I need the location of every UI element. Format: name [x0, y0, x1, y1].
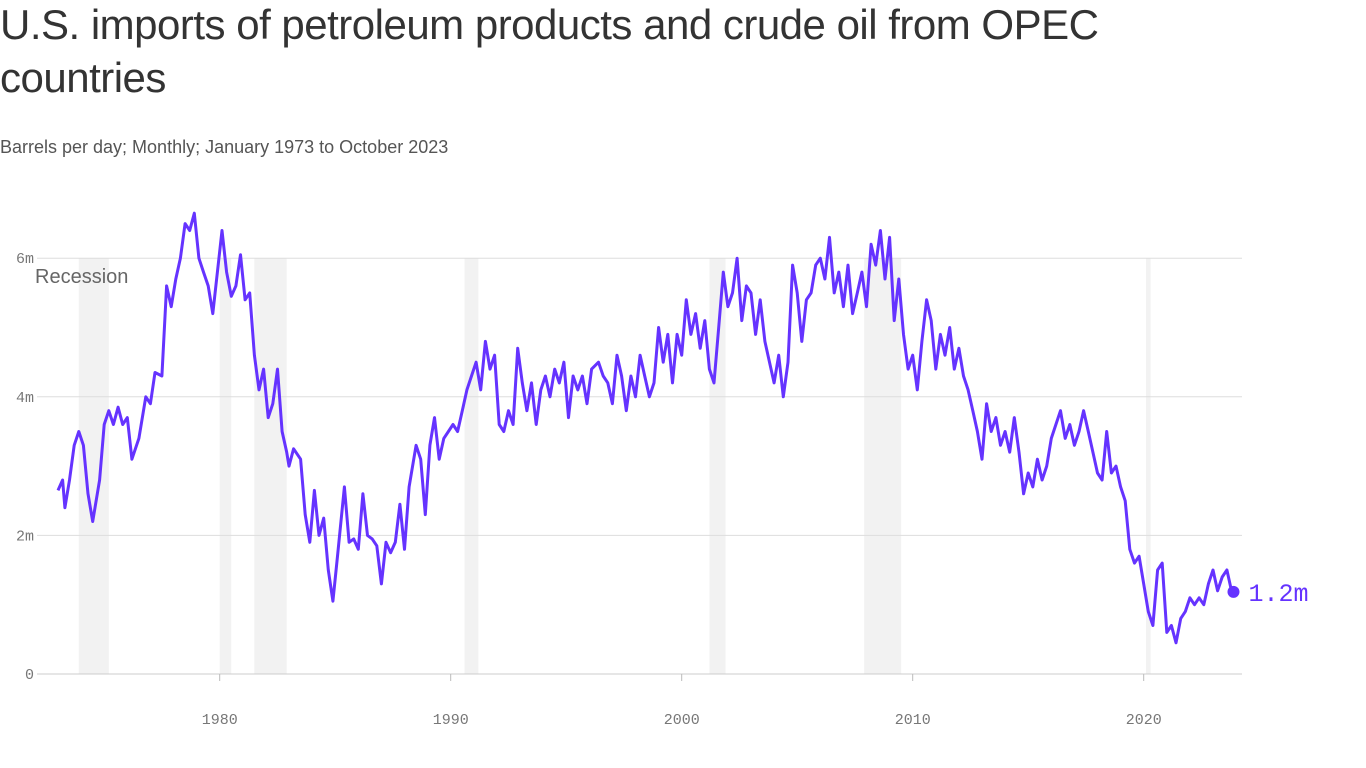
recession-band	[78, 258, 109, 674]
y-tick-label: 2m	[16, 528, 34, 545]
recession-band	[864, 258, 902, 674]
recession-band	[464, 258, 479, 674]
recession-band	[709, 258, 726, 674]
recession-label: Recession	[35, 266, 128, 288]
chart-subtitle: Barrels per day; Monthly; January 1973 t…	[0, 137, 449, 157]
series-line	[56, 211, 1233, 645]
x-tick-label: 1980	[202, 712, 238, 729]
recession-band	[219, 258, 232, 674]
x-tick-label: 2010	[895, 712, 931, 729]
recession-band	[254, 258, 287, 674]
end-point	[1227, 585, 1240, 598]
end-label: 1.2m	[1248, 580, 1308, 609]
x-tick-label: 1990	[433, 712, 469, 729]
y-tick-label: 0	[25, 667, 34, 684]
y-tick-label: 4m	[16, 390, 34, 407]
chart-title: U.S. imports of petroleum products and c…	[0, 1, 1099, 101]
y-tick-label: 6m	[16, 251, 34, 268]
recession-band	[1146, 258, 1151, 674]
x-tick-label: 2000	[664, 712, 700, 729]
x-tick-label: 2020	[1126, 712, 1162, 729]
